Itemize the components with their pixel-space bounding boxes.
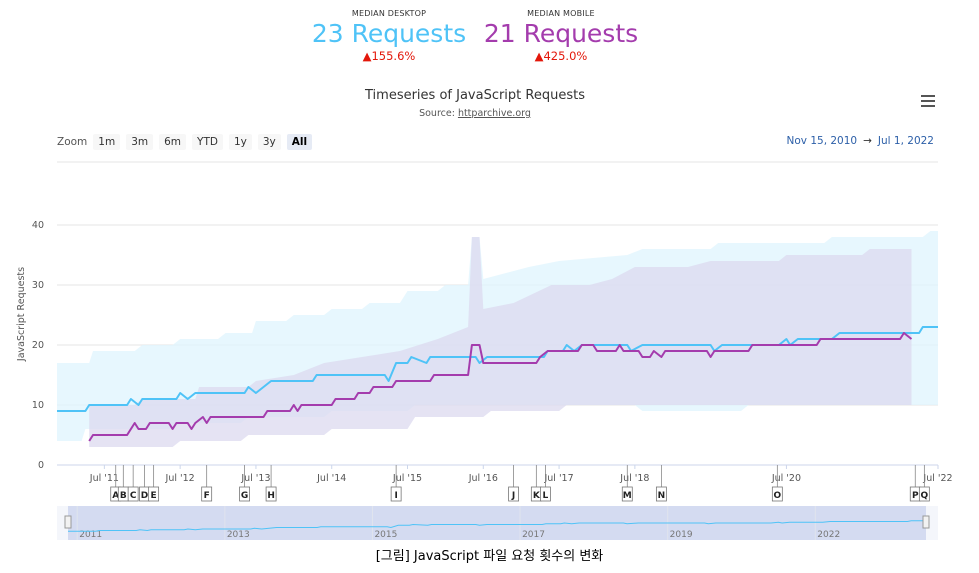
flag-box [239, 486, 250, 502]
y-tick-label: 20 [32, 340, 44, 351]
y-tick-label: 40 [32, 220, 44, 231]
flag-box [771, 486, 783, 502]
flag-label: K [533, 491, 541, 501]
mobile-delta: ▲425.0% [534, 49, 588, 63]
zoom-3m-button[interactable]: 3m [126, 134, 154, 150]
navigator-year-label: 2022 [817, 530, 840, 540]
flag-label: I [394, 491, 397, 501]
figure-caption: [그림] JavaScript 파일 요청 횟수의 변화 [375, 549, 604, 564]
flag-box [655, 486, 667, 502]
mobile-median-line [88, 332, 913, 442]
desktop-label: MEDIAN DESKTOP [351, 9, 427, 18]
mobile-label: MEDIAN MOBILE [527, 9, 595, 18]
flag-label: A [112, 491, 119, 501]
x-tick-label: Jul '20 [771, 473, 801, 484]
navigator-year-label: 2011 [79, 530, 102, 540]
desktop-summary: MEDIAN DESKTOP 23 Requests ▲155.6% [300, 0, 478, 63]
flag-label: F [204, 491, 210, 501]
flag-box [148, 486, 160, 502]
navigator-year-label: 2017 [522, 530, 545, 540]
hamburger-menu-icon[interactable] [921, 95, 935, 107]
date-range: Nov 15, 2010 → Jul 1, 2022 [787, 135, 935, 147]
zoom-6m-button[interactable]: 6m [159, 134, 187, 150]
source-prefix: Source: [419, 108, 458, 119]
desktop-median-line [57, 326, 938, 412]
flag-label: M [623, 491, 632, 501]
zoom-ytd-button[interactable]: YTD [192, 134, 223, 150]
x-tick-label: Jul '14 [316, 473, 346, 484]
timeseries-chart: 0 10 20 30 40 Jul '11 Jul '12 Jul '13 Jul '14 Jul… [16, 161, 953, 540]
range-arrow-icon: → [863, 135, 872, 147]
chart-source: Source: httparchive.org [0, 108, 950, 119]
flag-box [265, 486, 277, 502]
x-tick-label: Jul '17 [543, 473, 573, 484]
x-tick-label: Jul '11 [89, 473, 119, 484]
source-link[interactable]: httparchive.org [457, 108, 531, 119]
flag-label: B [120, 491, 127, 501]
flag-label: D [141, 491, 148, 501]
flag-label: C [130, 491, 137, 501]
range-to-input[interactable]: Jul 1, 2022 [877, 135, 934, 147]
navigator-right-handle[interactable] [922, 515, 930, 529]
flag-label: O [774, 491, 782, 501]
flag-label: Q [921, 491, 929, 501]
flag-box [201, 486, 213, 502]
x-tick-label: Jul '16 [468, 473, 498, 484]
flag-box [540, 486, 551, 502]
flag-box [127, 486, 139, 502]
flag-box [390, 486, 402, 502]
y-tick-label: 30 [32, 280, 44, 291]
range-from-input[interactable]: Nov 15, 2010 [786, 135, 858, 147]
x-tick-label: Jul '22 [922, 473, 952, 484]
zoom-1y-button[interactable]: 1y [228, 134, 252, 150]
flag-label: E [151, 491, 157, 501]
flag-label: P [912, 491, 919, 501]
flag-box [621, 486, 633, 502]
zoom-all-button[interactable]: All [286, 134, 313, 150]
mobile-value: 21 Requests [483, 19, 639, 48]
navigator-year-label: 2015 [374, 530, 397, 540]
flag-label: H [267, 491, 275, 501]
flag-box [918, 486, 930, 502]
zoom-label: Zoom [57, 136, 88, 148]
flag-label: L [543, 491, 549, 501]
x-tick-label: Jul '18 [619, 473, 649, 484]
x-tick-label: Jul '15 [392, 473, 422, 484]
desktop-delta: ▲155.6% [362, 49, 416, 63]
zoom-3y-button[interactable]: 3y [257, 134, 281, 150]
navigator-selection [68, 506, 926, 540]
navigator-series-line [68, 520, 926, 532]
chart-title: Timeseries of JavaScript Requests [365, 88, 585, 103]
x-tick-label: Jul '13 [240, 473, 270, 484]
x-tick-label: Jul '12 [165, 473, 195, 484]
navigator-year-label: 2019 [670, 530, 693, 540]
mobile-range-band [89, 237, 912, 447]
flag-label: J [511, 491, 515, 501]
y-axis-title: JavaScript Requests [16, 267, 27, 362]
y-tick-label: 10 [32, 400, 44, 411]
desktop-value: 23 Requests [311, 19, 467, 48]
flag-label: N [658, 491, 666, 501]
mobile-summary: MEDIAN MOBILE 21 Requests ▲425.0% [478, 0, 644, 63]
flag-box [508, 486, 520, 502]
zoom-controls: Zoom 1m 3m 6m YTD 1y 3y All [57, 133, 318, 151]
navigator-left-handle[interactable] [64, 515, 72, 529]
flag-label: G [241, 491, 248, 501]
zoom-1m-button[interactable]: 1m [93, 134, 121, 150]
navigator-year-label: 2013 [227, 530, 250, 540]
y-tick-label: 0 [38, 460, 44, 471]
